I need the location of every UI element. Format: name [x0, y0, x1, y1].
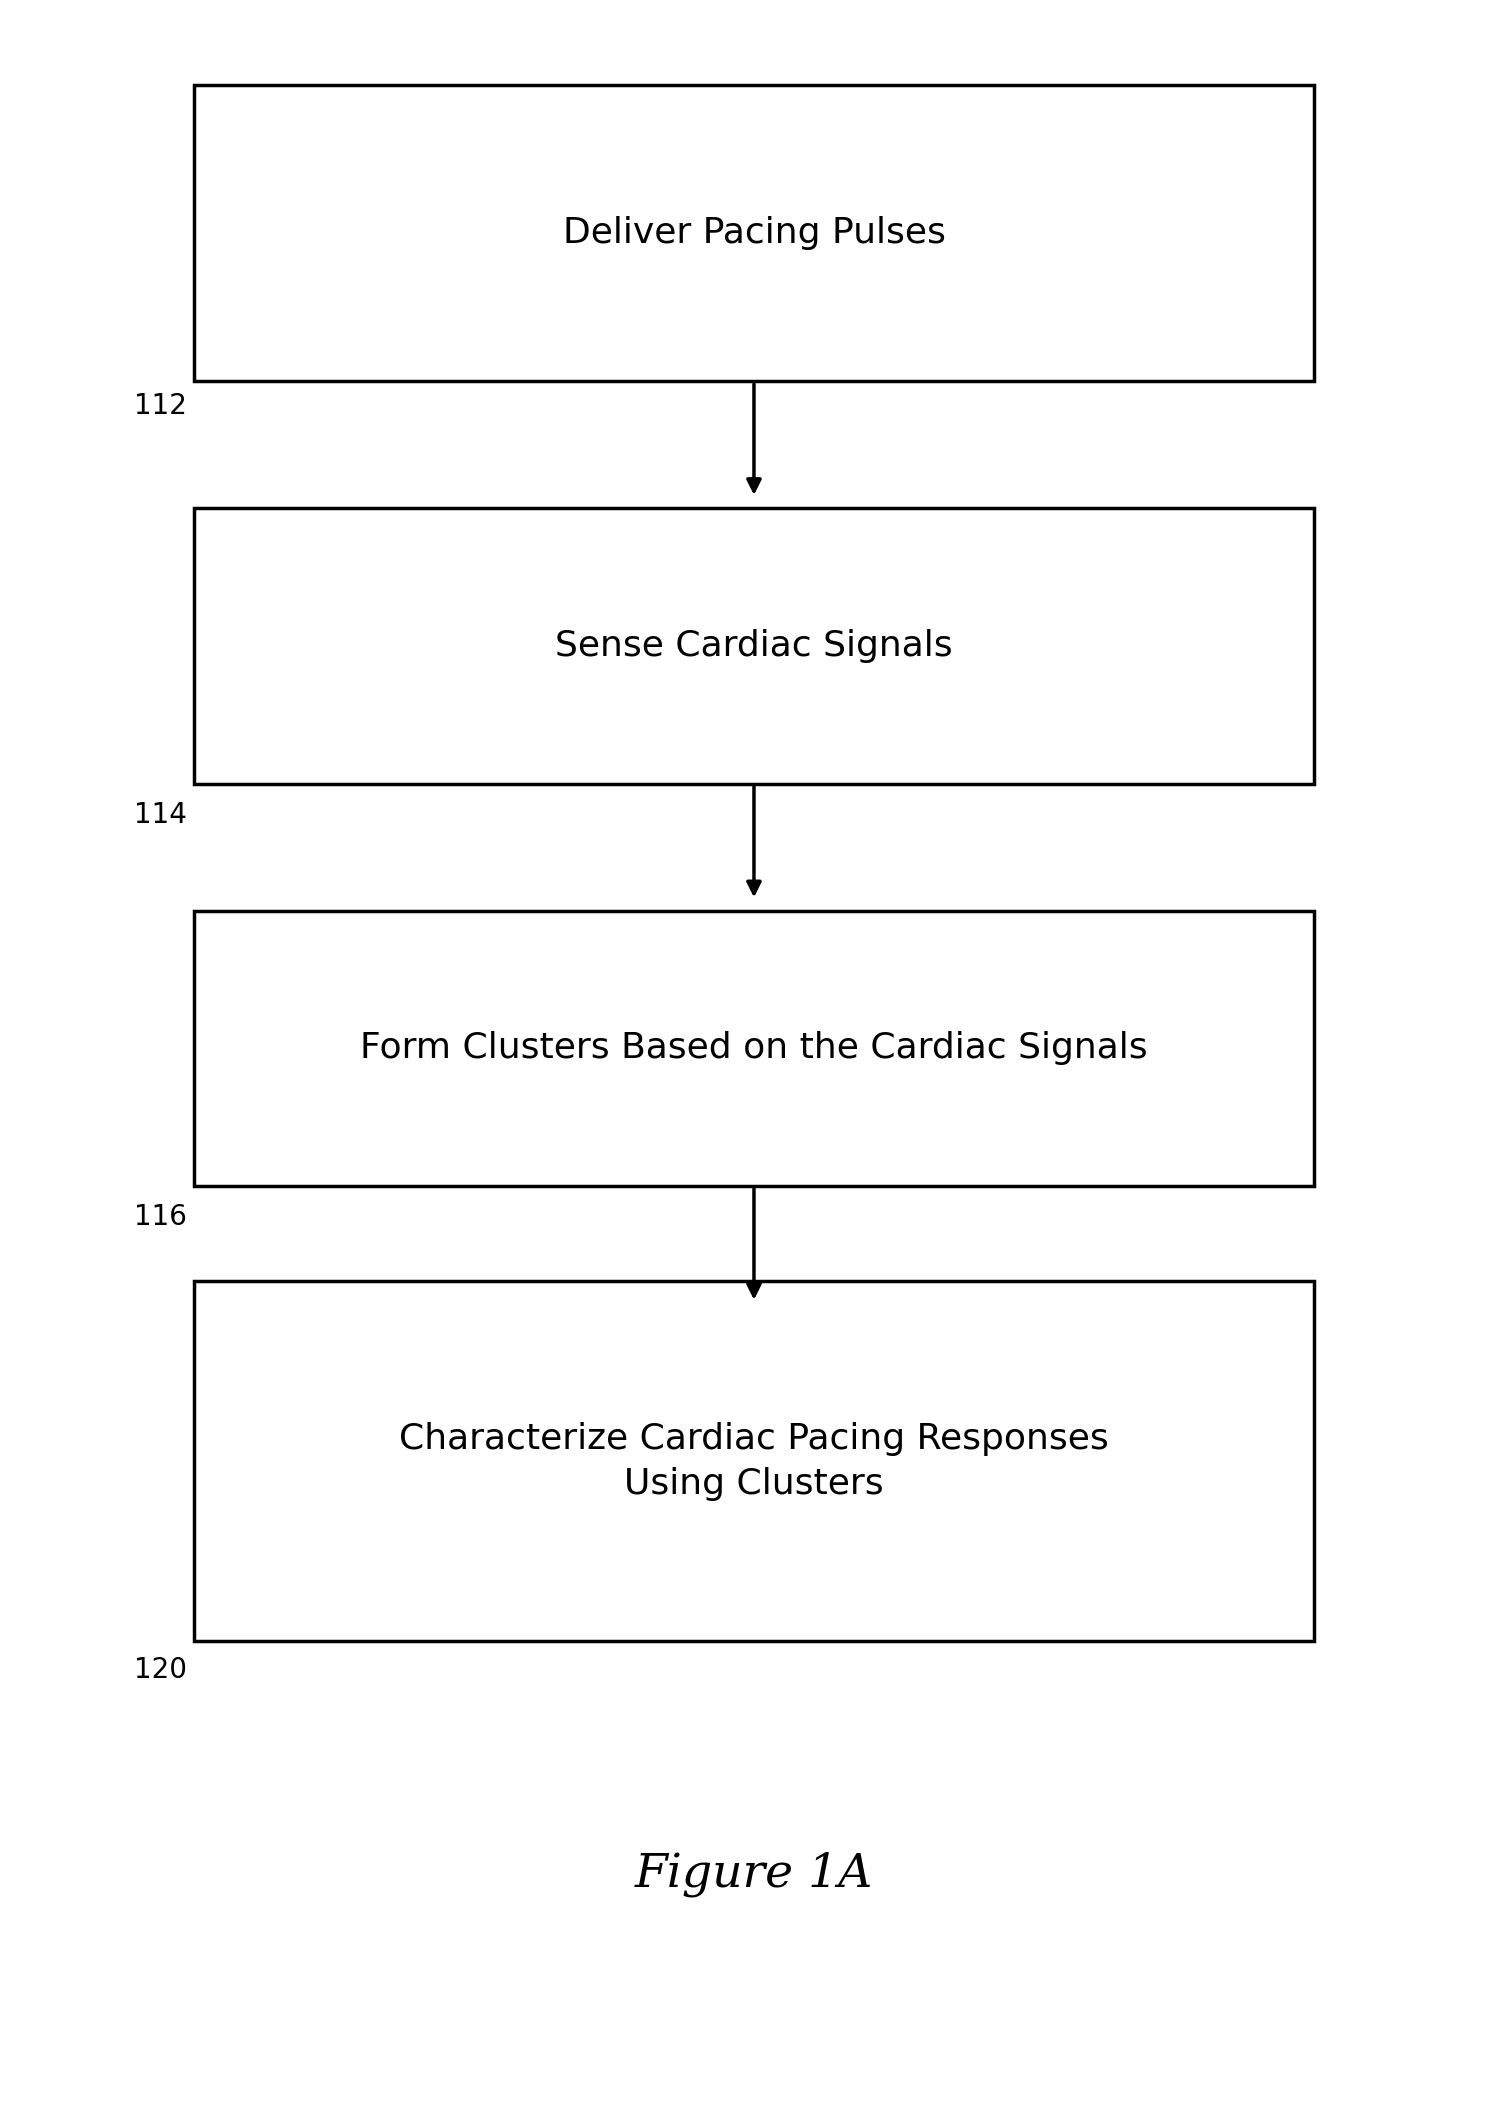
Text: Deliver Pacing Pulses: Deliver Pacing Pulses: [563, 216, 945, 250]
Text: Form Clusters Based on the Cardiac Signals: Form Clusters Based on the Cardiac Signa…: [360, 1031, 1148, 1065]
Text: 112: 112: [134, 392, 187, 419]
Bar: [194, 85, 1314, 381]
Text: 120: 120: [134, 1656, 187, 1684]
Text: 116: 116: [134, 1203, 187, 1231]
Text: Characterize Cardiac Pacing Responses
Using Clusters: Characterize Cardiac Pacing Responses Us…: [399, 1421, 1109, 1502]
Bar: [194, 911, 1314, 1186]
Text: Sense Cardiac Signals: Sense Cardiac Signals: [555, 629, 953, 663]
Text: Figure 1A: Figure 1A: [635, 1851, 873, 1898]
Text: 114: 114: [134, 801, 187, 828]
Bar: [194, 1281, 1314, 1641]
Bar: [194, 508, 1314, 784]
